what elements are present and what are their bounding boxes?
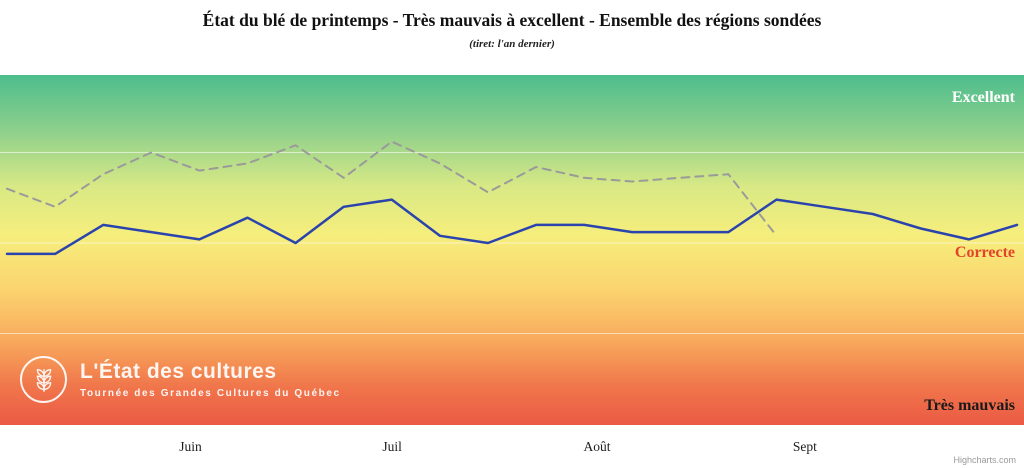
x-axis-label-juin: Juin: [179, 439, 202, 454]
x-axis-label-aout: Août: [583, 439, 611, 454]
zone-label-correcte: Correcte: [954, 244, 1015, 261]
series-line-last-year: [6, 140, 778, 237]
x-axis-label-juil: Juil: [382, 439, 402, 454]
series-line-this-year: [5, 198, 1019, 256]
watermark-logo: L'État des cultures Tournée des Grandes …: [20, 356, 341, 403]
wheat-icon: [20, 356, 67, 403]
x-axis-label-sept: Sept: [792, 439, 817, 454]
x-axis: Juin Juil Août Sept: [0, 425, 1024, 468]
watermark-text: L'État des cultures Tournée des Grandes …: [80, 360, 341, 398]
highcharts-credit[interactable]: Highcharts.com: [953, 455, 1016, 465]
chart-title: État du blé de printemps - Très mauvais …: [202, 10, 822, 30]
zone-label-tres-mauvais: Très mauvais: [924, 397, 1015, 414]
chart-header: État du blé de printemps - Très mauvais …: [0, 0, 1024, 75]
watermark-name: L'État des cultures: [80, 360, 277, 384]
series-plot: [0, 140, 1024, 334]
plot-area: Excellent Correcte Très mauvais: [0, 75, 1024, 425]
chart-subtitle: (tiret: l'an dernier): [469, 38, 555, 50]
watermark-tagline: Tournée des Grandes Cultures du Québec: [80, 387, 341, 399]
zone-label-excellent: Excellent: [951, 89, 1015, 106]
